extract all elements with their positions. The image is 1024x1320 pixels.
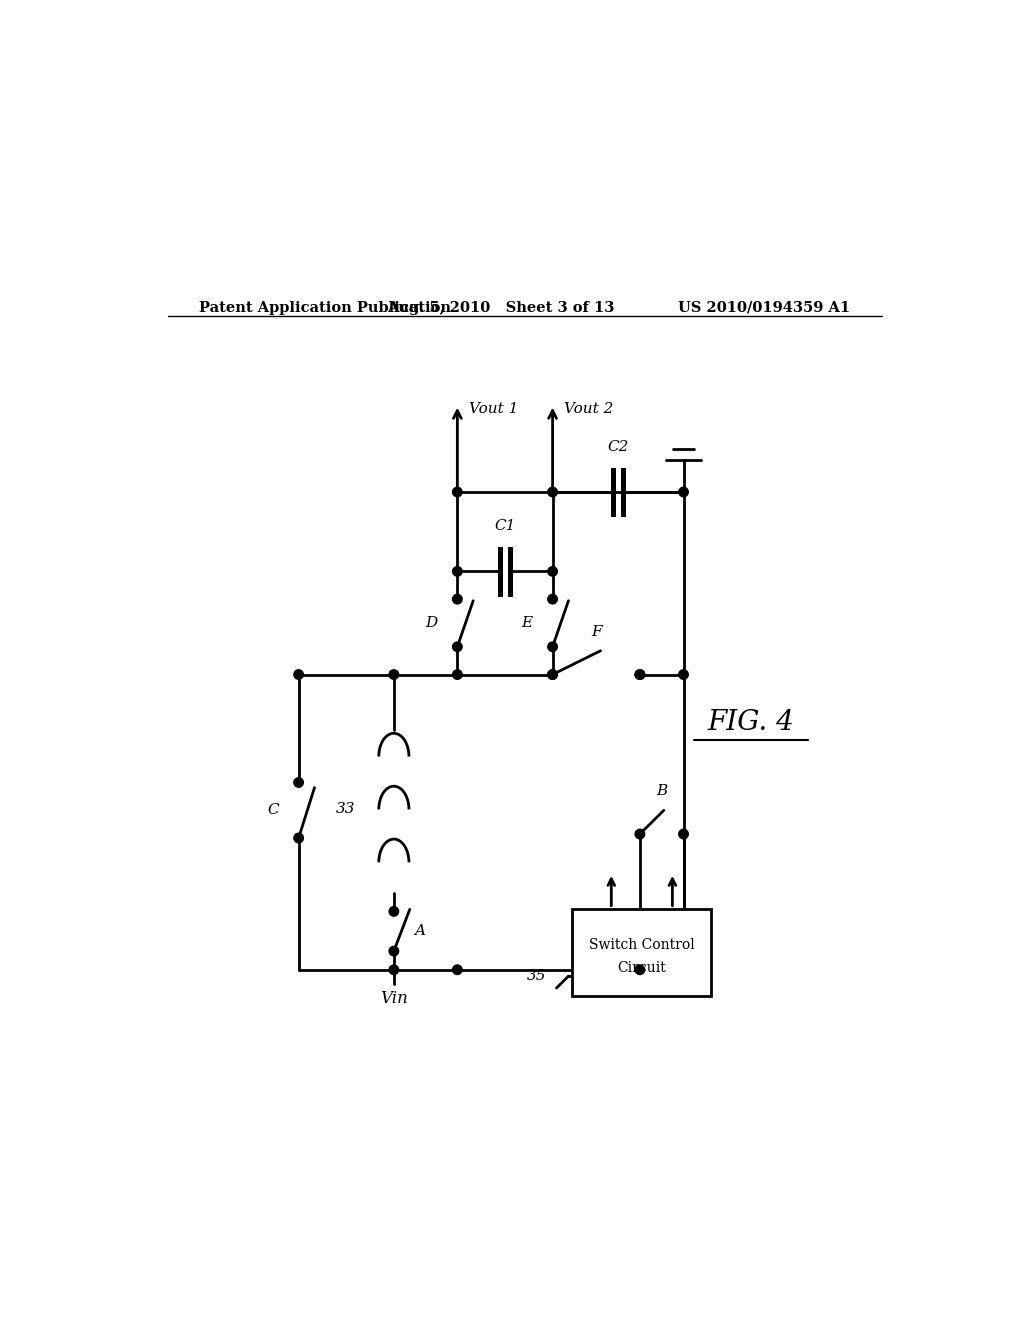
Circle shape: [453, 669, 462, 680]
Circle shape: [453, 642, 462, 652]
Circle shape: [548, 642, 557, 652]
Text: 35: 35: [527, 969, 547, 983]
Text: Patent Application Publication: Patent Application Publication: [200, 301, 452, 315]
Text: B: B: [656, 784, 668, 799]
Text: E: E: [521, 616, 532, 630]
Circle shape: [453, 594, 462, 605]
Text: Circuit: Circuit: [617, 961, 667, 975]
Text: Vout 1: Vout 1: [469, 401, 518, 416]
Circle shape: [635, 669, 645, 680]
Circle shape: [548, 594, 557, 605]
Circle shape: [635, 829, 645, 838]
Text: Switch Control: Switch Control: [589, 939, 694, 952]
Text: D: D: [425, 616, 437, 630]
Circle shape: [548, 566, 557, 576]
Text: Vout 2: Vout 2: [564, 401, 613, 416]
Circle shape: [679, 487, 688, 496]
Circle shape: [548, 669, 557, 680]
Circle shape: [548, 487, 557, 496]
Text: F: F: [591, 624, 601, 639]
Circle shape: [635, 669, 645, 680]
Circle shape: [453, 487, 462, 496]
Circle shape: [389, 669, 398, 680]
Text: Vin: Vin: [380, 990, 408, 1007]
Circle shape: [679, 829, 688, 838]
Circle shape: [453, 965, 462, 974]
Text: A: A: [414, 924, 425, 939]
Text: US 2010/0194359 A1: US 2010/0194359 A1: [678, 301, 850, 315]
Bar: [572, 908, 712, 997]
Circle shape: [548, 669, 557, 680]
Circle shape: [294, 833, 303, 842]
Circle shape: [453, 566, 462, 576]
Circle shape: [635, 965, 645, 974]
Circle shape: [389, 965, 398, 974]
Text: C2: C2: [607, 440, 629, 454]
Text: FIG. 4: FIG. 4: [708, 709, 795, 735]
Text: Aug. 5, 2010   Sheet 3 of 13: Aug. 5, 2010 Sheet 3 of 13: [387, 301, 614, 315]
Circle shape: [294, 669, 303, 680]
Text: 33: 33: [336, 803, 355, 817]
Circle shape: [294, 777, 303, 787]
Circle shape: [679, 669, 688, 680]
Circle shape: [389, 946, 398, 956]
Circle shape: [389, 907, 398, 916]
Text: C1: C1: [495, 519, 516, 533]
Text: C: C: [267, 804, 279, 817]
